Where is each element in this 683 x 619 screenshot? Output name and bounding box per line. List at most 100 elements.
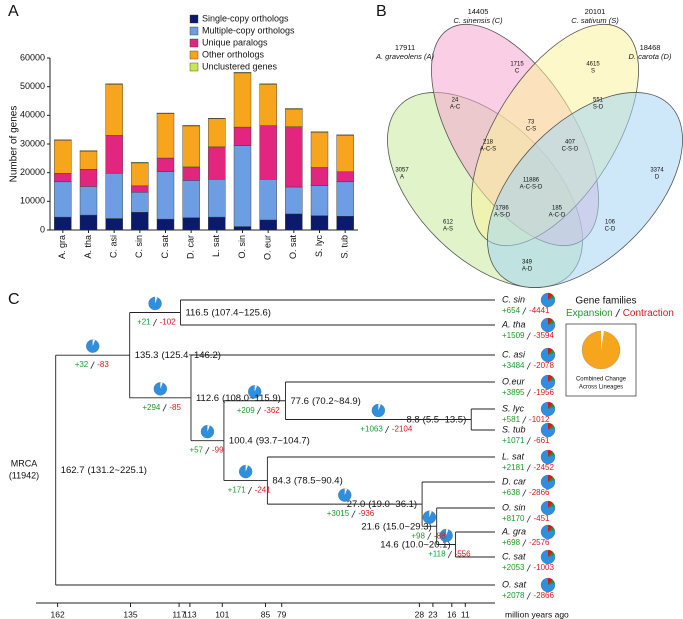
legend-caption: Across Lineages xyxy=(579,385,623,391)
x-tick-label: O. sin xyxy=(237,235,247,259)
venn-region-label: C-S-D xyxy=(562,147,579,153)
bar-segment xyxy=(208,179,226,218)
expansion-count: +57 xyxy=(189,446,203,455)
species-name: S. lyc xyxy=(502,403,525,413)
bar-segment xyxy=(156,113,175,159)
expansion-count: +118 xyxy=(428,550,446,559)
expansion-count: +654 xyxy=(502,306,521,315)
count-separator xyxy=(351,510,356,518)
legend-swatch xyxy=(189,62,199,72)
node-ci: (15.0~29.3) xyxy=(383,521,432,532)
pie-icon-slice xyxy=(548,424,555,430)
pie-icon-slice xyxy=(548,293,553,300)
bar-segment xyxy=(310,215,329,231)
bar-segment xyxy=(285,213,303,231)
y-tick-label: 0 xyxy=(40,224,45,234)
legend-caption: Combined Change xyxy=(576,377,627,383)
pie-icon-slice xyxy=(548,318,553,325)
x-tick-label: 23 xyxy=(428,609,438,619)
x-tick-label: 85 xyxy=(261,609,271,619)
bar-segment xyxy=(131,185,149,193)
count-separator xyxy=(205,446,210,455)
bar-segment xyxy=(285,126,303,188)
divergence-time: 100.4 (93.7~104.7) xyxy=(229,435,310,446)
legend-label: Unique paralogs xyxy=(202,37,268,47)
bar-segment xyxy=(79,214,98,231)
contraction-count: -661 xyxy=(533,436,550,445)
species-name: C. sin xyxy=(502,294,525,304)
pie-icon-slice xyxy=(548,294,555,300)
y-tick-label: 30000 xyxy=(20,138,45,148)
venn-region-count: 612 xyxy=(443,220,454,226)
bar-segment xyxy=(336,134,354,136)
gene-family-change: +32 -83 xyxy=(75,360,110,369)
bar-segment xyxy=(182,125,200,127)
x-tick-label: 11 xyxy=(461,609,470,619)
species-name: L. sat xyxy=(502,451,525,461)
bar-segment xyxy=(105,83,123,85)
count-separator xyxy=(526,362,531,370)
node-age: 100.4 xyxy=(229,435,253,446)
pie-icon-slice xyxy=(548,348,553,355)
legend-label: Single-copy orthologs xyxy=(202,13,289,23)
contraction-count: -362 xyxy=(264,406,281,415)
gene-family-change: +3895 -1956 xyxy=(502,388,554,397)
legend-change: Expansion Contraction xyxy=(566,308,674,319)
pie-icon-slice xyxy=(548,501,553,508)
x-tick-label: A. gra xyxy=(57,235,67,259)
bar-segment xyxy=(233,72,252,74)
count-separator xyxy=(384,425,390,434)
venn-region-label: S-D xyxy=(593,105,604,111)
expansion-count: +1509 xyxy=(502,331,525,340)
contraction-count: -1956 xyxy=(533,388,554,397)
node-ci: (125.4~146.2) xyxy=(161,350,220,361)
venn-region-count: 1786 xyxy=(495,206,509,212)
pie-icon-slice xyxy=(548,475,553,482)
venn-region-label: A-C-S-D xyxy=(520,185,543,191)
bar-segment xyxy=(79,150,98,170)
divergence-time: 135.3 (125.4~146.2) xyxy=(135,350,221,361)
pie-icon-slice xyxy=(548,526,555,532)
contraction-count: -936 xyxy=(358,509,375,518)
legend-swatch xyxy=(189,26,199,36)
expansion-count: +21 xyxy=(137,318,151,327)
venn-set-size: 17911 xyxy=(395,43,415,52)
expansion-count: +98 xyxy=(411,531,425,540)
legend-label: Multiple-copy orthologs xyxy=(202,25,295,35)
contraction-count: -2452 xyxy=(533,463,554,472)
count-separator xyxy=(427,532,432,540)
bar-segment xyxy=(79,186,98,216)
venn-set-size: 20101 xyxy=(585,7,606,16)
node-age: 112.6 xyxy=(196,392,219,403)
node-ci: (70.2~84.9) xyxy=(312,395,361,406)
gene-family-change: +57 -99 xyxy=(189,446,224,455)
gene-family-change: +698 -2576 xyxy=(502,538,550,547)
legend-swatch xyxy=(189,38,199,48)
count-separator xyxy=(447,550,452,559)
gene-family-change: +2053 -1003 xyxy=(502,563,554,572)
contraction-count: -88 xyxy=(434,531,446,540)
venn-set-size: 18468 xyxy=(640,43,661,52)
panel-label: C xyxy=(8,291,20,308)
legend-label: Other orthologs xyxy=(202,49,265,59)
x-tick-label: 79 xyxy=(277,609,287,619)
legend-title: Gene families xyxy=(575,296,636,307)
bar-segment xyxy=(54,140,72,174)
contraction-count: -3594 xyxy=(533,331,554,340)
species-name: C. asi xyxy=(502,349,526,359)
y-tick-label: 40000 xyxy=(20,110,45,120)
divergence-time: 77.6 (70.2~84.9) xyxy=(290,395,360,406)
divergence-time: 14.6 (10.0~20.1) xyxy=(380,539,450,550)
panel-label: B xyxy=(376,3,387,20)
bar-segment xyxy=(182,125,200,168)
bar-segment xyxy=(285,186,303,215)
venn-region-label: C xyxy=(515,69,520,75)
pie-icon-slice xyxy=(548,525,553,532)
x-tick-label: 162 xyxy=(51,609,65,619)
pie-icon-slice xyxy=(160,382,163,389)
expansion-count: +32 xyxy=(75,360,89,369)
expansion-count: +1063 xyxy=(360,425,383,434)
expansion-count: +581 xyxy=(502,415,521,424)
bar-segment xyxy=(208,117,226,119)
